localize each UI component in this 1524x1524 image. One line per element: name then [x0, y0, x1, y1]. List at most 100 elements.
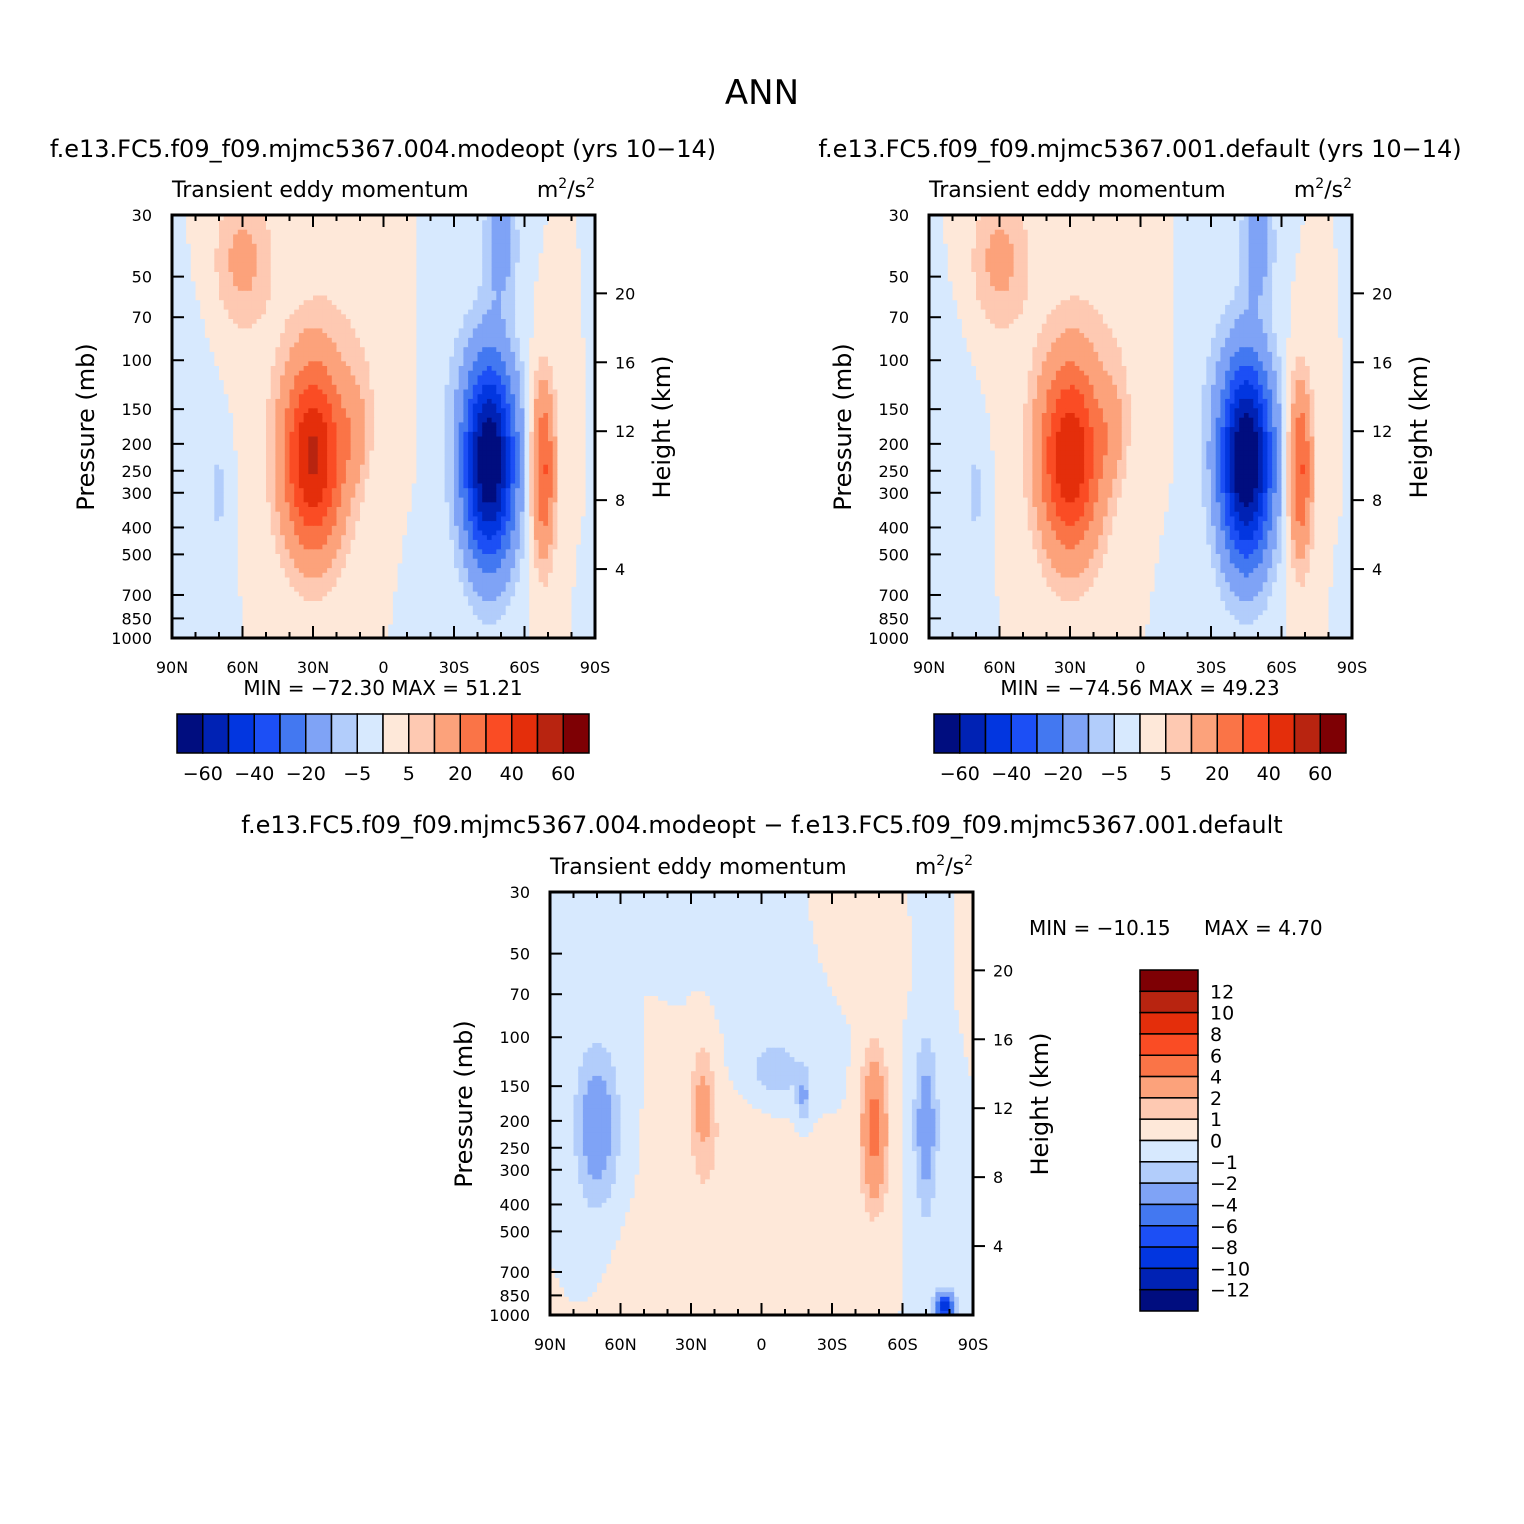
field-cell [341, 544, 347, 550]
field-cell [374, 623, 380, 630]
field-cell [237, 544, 244, 550]
field-cell [444, 426, 450, 432]
field-cell [524, 558, 530, 564]
field-cell [209, 544, 215, 550]
field-cell [383, 515, 389, 522]
field-cell [444, 553, 450, 559]
field-cell [552, 586, 558, 592]
field-cell [341, 619, 347, 625]
field-cell [566, 576, 573, 583]
field-cell [529, 591, 535, 597]
field-cell [538, 515, 544, 522]
field-cell [468, 581, 474, 587]
field-cell [374, 501, 380, 507]
field-cell [510, 482, 516, 489]
field-cell [505, 393, 511, 399]
field-cell [298, 388, 305, 395]
field-cell [486, 605, 493, 611]
field-cell [430, 614, 436, 620]
field-cell [548, 544, 554, 550]
field-cell [444, 459, 450, 465]
field-cell [533, 562, 540, 569]
field-cell [223, 511, 229, 517]
field-cell [228, 572, 234, 578]
field-cell [256, 619, 262, 625]
field-cell [435, 454, 441, 460]
field-cell [360, 558, 366, 564]
field-cell [482, 431, 488, 437]
field-cell [369, 623, 375, 630]
field-cell [251, 558, 258, 564]
field-cell [331, 525, 338, 531]
field-cell [411, 623, 417, 630]
field-cell [510, 628, 516, 634]
field-cell [350, 576, 356, 583]
field-cell [430, 558, 436, 564]
field-cell [247, 497, 253, 503]
field-cell [204, 388, 211, 395]
field-cell [261, 614, 267, 620]
field-cell [566, 609, 573, 616]
field-cell [501, 388, 507, 395]
field-cell [571, 511, 577, 517]
field-cell [369, 393, 375, 399]
field-cell [524, 379, 530, 385]
field-cell [416, 426, 422, 432]
field-cell [505, 487, 511, 493]
field-cell [444, 403, 450, 409]
field-cell [533, 398, 540, 404]
field-cell [322, 511, 328, 517]
field-cell [313, 515, 319, 522]
field-cell [392, 586, 399, 592]
field-cell [223, 515, 229, 522]
field-cell [571, 388, 577, 395]
field-cell [223, 388, 229, 395]
field-cell [275, 450, 281, 456]
field-cell [580, 623, 587, 630]
field-cell [454, 407, 460, 413]
field-cell [200, 576, 206, 583]
field-cell [458, 445, 464, 451]
field-cell [454, 605, 460, 611]
field-cell [237, 388, 244, 395]
field-cell [308, 572, 314, 578]
field-cell [585, 623, 591, 630]
field-cell [256, 586, 262, 592]
field-cell [425, 454, 432, 460]
field-cell [308, 600, 314, 606]
field-cell [416, 591, 422, 597]
field-cell [204, 459, 211, 465]
field-cell [186, 478, 192, 484]
field-cell [242, 600, 248, 606]
field-cell [322, 605, 328, 611]
field-cell [322, 567, 328, 573]
field-cell [402, 435, 408, 442]
field-cell [486, 581, 493, 587]
field-cell [580, 591, 587, 597]
field-cell [515, 501, 521, 507]
field-cell [327, 544, 333, 550]
field-cell [247, 403, 253, 409]
field-cell [477, 473, 483, 479]
field-cell [580, 619, 587, 625]
field-cell [472, 487, 479, 493]
field-cell [369, 511, 375, 517]
field-cell [275, 374, 281, 381]
field-cell [280, 492, 286, 498]
field-cell [538, 553, 544, 559]
field-cell [186, 454, 192, 460]
field-cell [289, 623, 295, 630]
field-cell [533, 388, 540, 395]
field-cell [303, 506, 309, 512]
field-cell [515, 628, 521, 634]
field-cell [552, 628, 558, 634]
field-cell [458, 403, 464, 409]
field-cell [214, 614, 220, 620]
field-cell [336, 388, 342, 395]
field-cell [176, 398, 182, 404]
field-cell [472, 506, 479, 512]
field-cell [181, 445, 187, 451]
field-cell [266, 487, 272, 493]
field-cell [228, 497, 234, 503]
field-cell [407, 388, 413, 395]
